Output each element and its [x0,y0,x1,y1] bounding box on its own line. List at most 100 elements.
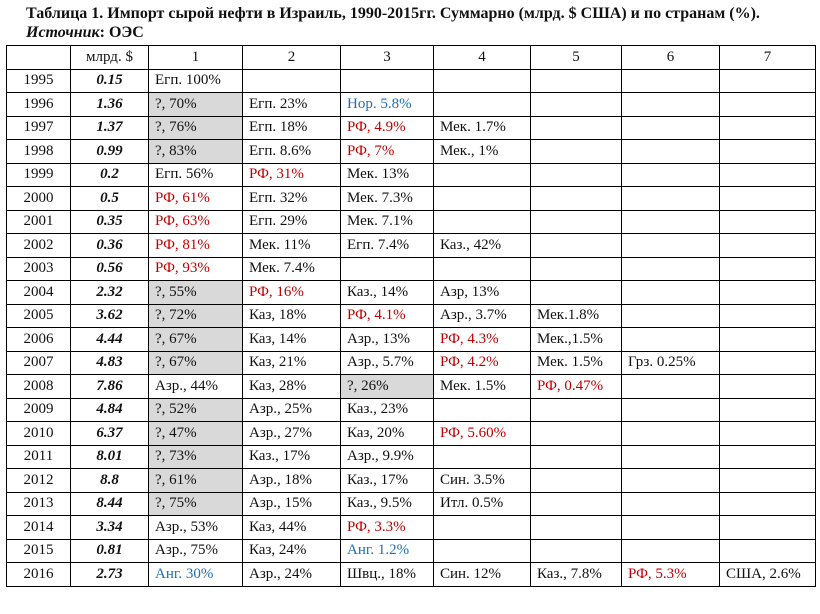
country-share-cell [340,256,434,281]
table-row: 2000 0.5 РФ, 61% Егп. 32% Мек. 7.3% [6,186,816,211]
table-row: 1996 1.36?, 70% Егп. 23% Нор. 5.8% [6,92,816,117]
header-cell-col-6: 6 [621,45,720,70]
country-share-cell: Син. 12% [433,562,531,587]
country-share-cell: Мек. 7.3% [340,186,434,211]
country-share-cell [719,115,816,140]
country-share-cell: Анг. 30% [148,562,243,587]
country-share-cell [621,139,720,164]
country-share-cell: Нор. 5.8% [340,92,434,117]
country-share-cell [621,233,720,258]
country-share-cell: Грз. 0.25% [621,350,720,375]
table-row: 1998 0.99?, 83% Егп. 8.6% РФ, 7% Мек., 1% [6,139,816,164]
year-cell: 2004 [6,280,71,305]
country-share-cell [621,68,720,93]
year-cell: 1998 [6,139,71,164]
table-row: 2010 6.37?, 47% Азр., 27% Каз, 20% РФ, 5.60% [6,421,816,446]
year-cell: 1996 [6,92,71,117]
total-value-cell: 6.37 [70,421,149,446]
country-share-cell: Азр., 18% [242,468,341,493]
country-share-cell: ?, 67% [148,327,243,352]
table-row: 2015 0.81 Азр., 75% Каз, 24% Анг. 1.2% [6,538,816,563]
country-share-cell: Егп. 23% [242,92,341,117]
country-share-cell: ?, 67% [148,350,243,375]
country-share-cell [433,397,531,422]
country-share-cell: Азр., 25% [242,397,341,422]
total-value-cell: 4.83 [70,350,149,375]
table-row: 2008 7.86 Азр., 44% Каз, 28%?, 26% Мек. 1.5%… [6,374,816,399]
country-share-cell [433,162,531,187]
header-cell-total: млрд. $ [70,45,149,70]
country-share-cell [433,538,531,563]
country-share-cell [719,186,816,211]
country-share-cell: Азр., 3.7% [433,303,531,328]
year-cell: 2005 [6,303,71,328]
country-share-cell [719,515,816,540]
country-share-cell [621,468,720,493]
country-share-cell [719,538,816,563]
country-share-cell: Мек. 1.5% [530,350,622,375]
total-value-cell: 8.8 [70,468,149,493]
total-value-cell: 2.73 [70,562,149,587]
country-share-cell [621,186,720,211]
country-share-cell [530,444,622,469]
table-row: 1995 0.15 Егп. 100% [6,68,816,93]
country-share-cell [530,397,622,422]
table-row: 2012 8.8?, 61% Азр., 18% Каз., 17% Син. 3.5% [6,468,816,493]
country-share-cell: Азр., 13% [340,327,434,352]
country-share-cell: Егп. 29% [242,209,341,234]
total-value-cell: 0.35 [70,209,149,234]
header-cell-col-5: 5 [530,45,622,70]
country-share-cell [621,515,720,540]
header-cell-col-7: 7 [719,45,816,70]
table-row: 2003 0.56 РФ, 93% Мек. 7.4% [6,256,816,281]
country-share-cell [621,374,720,399]
header-cell-col-4: 4 [433,45,531,70]
year-cell: 2008 [6,374,71,399]
country-share-cell [530,186,622,211]
country-share-cell [719,374,816,399]
country-share-cell [530,280,622,305]
table-row: 2009 4.84?, 52% Азр., 25% Каз., 23% [6,397,816,422]
country-share-cell: Мек., 1% [433,139,531,164]
country-share-cell [719,233,816,258]
year-cell: 2016 [6,562,71,587]
country-share-cell: ?, 76% [148,115,243,140]
country-share-cell: Мек. 11% [242,233,341,258]
country-share-cell [433,92,531,117]
country-share-cell [340,68,434,93]
total-value-cell: 0.81 [70,538,149,563]
total-value-cell: 1.36 [70,92,149,117]
country-share-cell [621,256,720,281]
country-share-cell [719,491,816,516]
country-share-cell [621,397,720,422]
country-share-cell: Мек. 13% [340,162,434,187]
country-share-cell: Каз, 21% [242,350,341,375]
country-share-cell [621,162,720,187]
country-share-cell: Син. 3.5% [433,468,531,493]
country-share-cell: ?, 75% [148,491,243,516]
year-cell: 2011 [6,444,71,469]
country-share-cell [621,280,720,305]
country-share-cell: РФ, 5.3% [621,562,720,587]
table-row: 2016 2.73 Анг. 30% Азр., 24% Швц., 18% Син. 1… [6,562,816,587]
country-share-cell [433,209,531,234]
country-share-cell: РФ, 4.3% [433,327,531,352]
country-share-cell: Каз., 23% [340,397,434,422]
country-share-cell: Егп. 8.6% [242,139,341,164]
country-share-cell: Азр., 24% [242,562,341,587]
country-share-cell: Каз, 24% [242,538,341,563]
header-cell-col-3: 3 [340,45,434,70]
total-value-cell: 0.56 [70,256,149,281]
country-share-cell [530,468,622,493]
country-share-cell [530,92,622,117]
total-value-cell: 4.84 [70,397,149,422]
country-share-cell [719,327,816,352]
country-share-cell: Каз., 7.8% [530,562,622,587]
country-share-cell: ?, 83% [148,139,243,164]
total-value-cell: 3.34 [70,515,149,540]
country-share-cell [719,139,816,164]
country-share-cell [433,256,531,281]
country-share-cell: ?, 73% [148,444,243,469]
country-share-cell: Каз, 28% [242,374,341,399]
table-row: 1997 1.37?, 76% Егп. 18% РФ, 4.9% Мек. 1.7% [6,115,816,140]
